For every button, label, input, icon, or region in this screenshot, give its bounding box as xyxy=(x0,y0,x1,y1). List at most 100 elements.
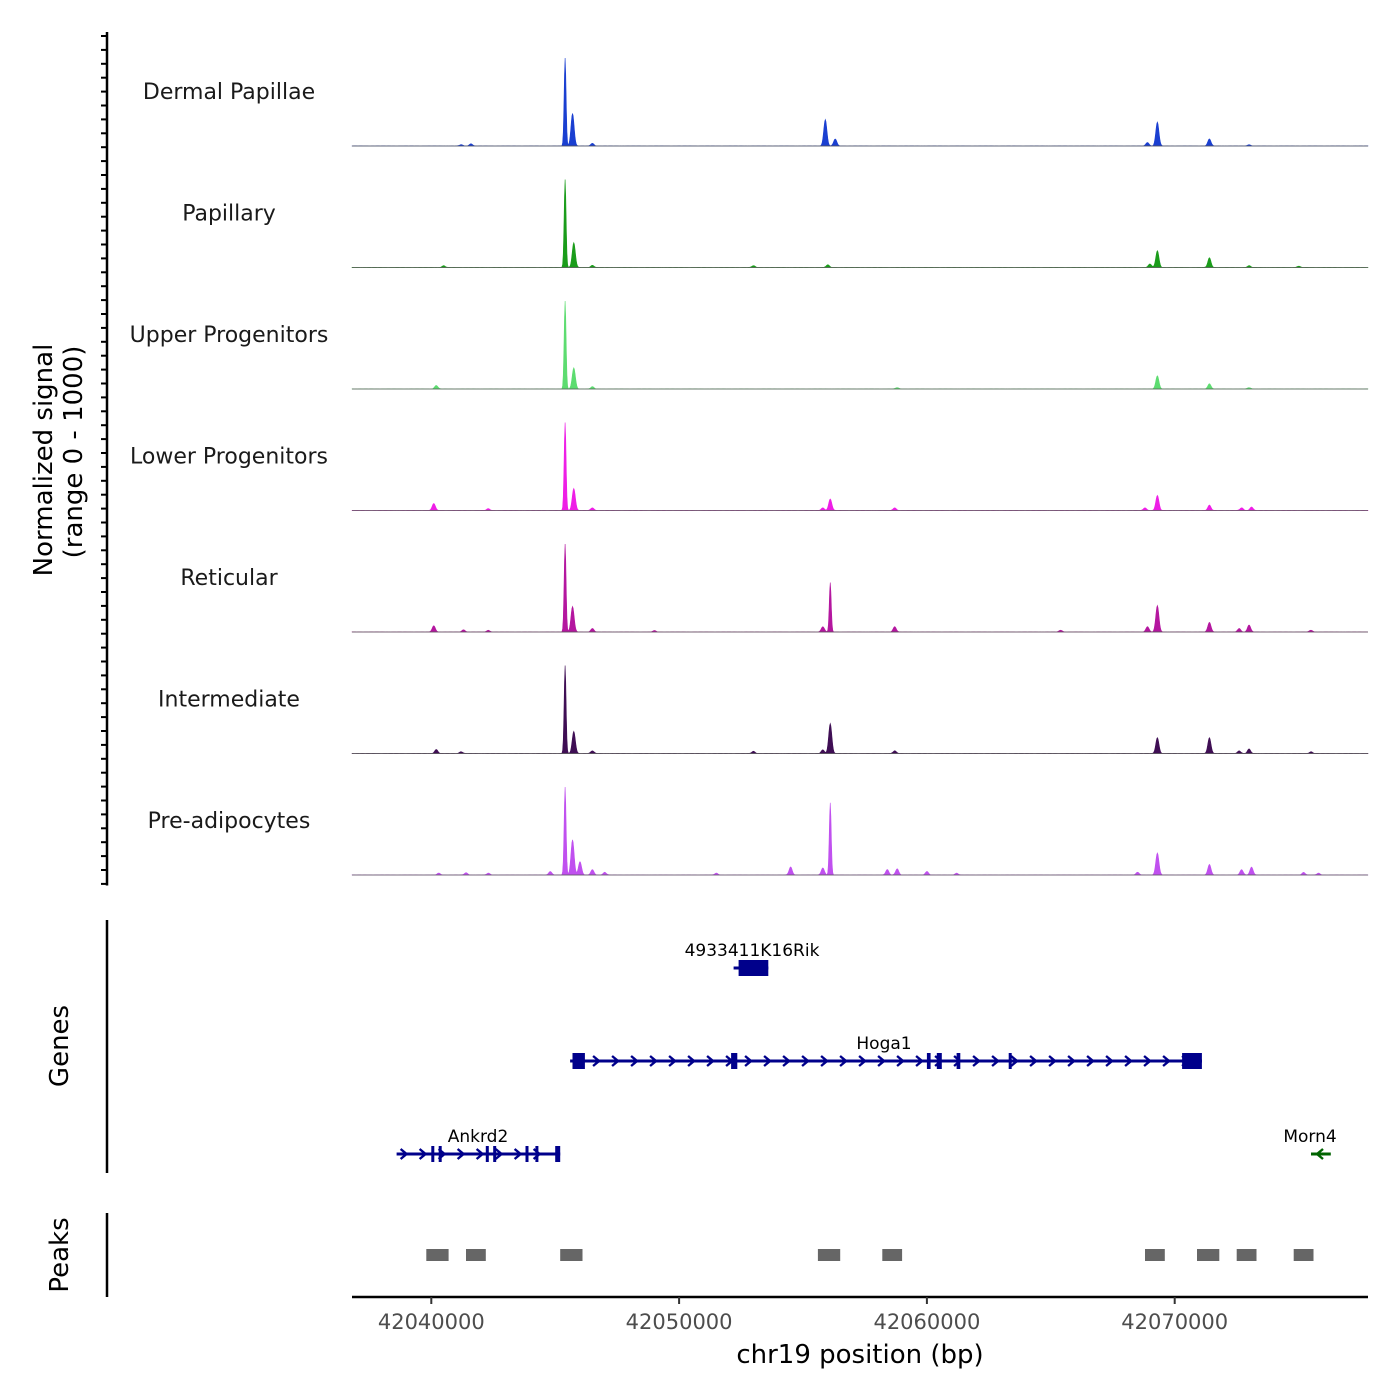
track-upper-progenitors: Upper Progenitors xyxy=(130,300,1369,390)
track-label: Papillary xyxy=(182,202,276,227)
gene-strand-chevron xyxy=(1124,1055,1133,1067)
peak-region xyxy=(817,1249,841,1261)
gene-exon xyxy=(525,1146,529,1162)
genes-y-label: Genes xyxy=(45,1005,75,1087)
gene-strand-chevron xyxy=(1162,1055,1171,1067)
x-axis-ticks: 42040000 42050000 42060000 42070000 xyxy=(378,1297,1228,1334)
gene-strand-chevron xyxy=(782,1055,791,1067)
track-papillary: Papillary xyxy=(182,179,1369,268)
peak-region xyxy=(1145,1249,1165,1261)
x-tick-label: 42050000 xyxy=(626,1310,733,1334)
peak-regions xyxy=(426,1249,1314,1261)
signal-tracks: Dermal Papillae Papillary Upper Progenitor… xyxy=(130,57,1369,876)
gene-exon xyxy=(431,1146,435,1162)
gene-hoga1: Hoga1 xyxy=(570,1034,1202,1069)
gene-strand-chevron xyxy=(763,1055,772,1067)
track-lower-progenitors: Lower Progenitors xyxy=(130,422,1369,511)
track-label: Dermal Papillae xyxy=(143,80,315,105)
gene-exon xyxy=(956,1053,961,1069)
gene-strand-chevron xyxy=(399,1148,409,1160)
gene-strand-chevron xyxy=(820,1055,829,1067)
gene-exon xyxy=(926,1053,931,1069)
gene-strand-chevron xyxy=(991,1055,1000,1067)
peak-region xyxy=(560,1249,583,1261)
gene-exon xyxy=(485,1146,489,1162)
gene-label: 4933411K16Rik xyxy=(685,941,820,961)
track-label: Pre-adipocytes xyxy=(148,809,311,834)
gene-strand-chevron xyxy=(858,1055,867,1067)
track-intermediate: Intermediate xyxy=(158,665,1369,754)
gene-strand-chevron xyxy=(1010,1055,1019,1067)
gene-strand-chevron xyxy=(630,1055,639,1067)
gene-annotations: 4933411K16Rik Hoga1 Ankrd2 Morn4 xyxy=(396,941,1337,1162)
gene-strand-chevron xyxy=(668,1055,677,1067)
x-tick-label: 42060000 xyxy=(873,1310,980,1334)
gene-strand-chevron xyxy=(972,1055,981,1067)
track-signal-area xyxy=(351,543,1369,633)
gene-strand-chevron xyxy=(839,1055,848,1067)
signal-y-axis xyxy=(101,32,109,886)
gene-strand-chevron xyxy=(494,1148,504,1160)
gene-label: Hoga1 xyxy=(856,1034,911,1054)
gene-ankrd2: Ankrd2 xyxy=(396,1127,561,1162)
track-signal-area xyxy=(351,665,1369,754)
gene-strand-chevron xyxy=(611,1055,620,1067)
track-pre-adipocytes: Pre-adipocytes xyxy=(148,786,1369,876)
x-tick-label: 42040000 xyxy=(378,1310,485,1334)
gene-label: Ankrd2 xyxy=(448,1127,509,1147)
peak-region xyxy=(466,1249,486,1261)
gene-label: Morn4 xyxy=(1283,1127,1336,1147)
peak-region xyxy=(1236,1249,1257,1261)
track-dermal-papillae: Dermal Papillae xyxy=(143,57,1369,147)
track-signal-area xyxy=(351,422,1369,511)
track-label: Upper Progenitors xyxy=(130,323,329,348)
gene-strand-chevron xyxy=(1029,1055,1038,1067)
gene-exon xyxy=(572,1053,585,1069)
gene-strand-chevron xyxy=(744,1055,753,1067)
peaks-y-label: Peaks xyxy=(45,1217,75,1292)
gene-strand-chevron xyxy=(456,1148,466,1160)
gene-exon xyxy=(555,1146,561,1162)
gene-morn4: Morn4 xyxy=(1283,1127,1337,1160)
gene-strand-chevron xyxy=(687,1055,696,1067)
gene-exon xyxy=(493,1146,497,1162)
signal-y-label-line2: (range 0 - 1000) xyxy=(59,346,89,559)
signal-y-label-line1: Normalized signal xyxy=(29,344,59,577)
track-reticular: Reticular xyxy=(180,543,1369,633)
track-signal-area xyxy=(351,300,1369,390)
gene-strand-chevron xyxy=(1048,1055,1057,1067)
track-label: Intermediate xyxy=(158,688,300,713)
x-axis-label: chr19 position (bp) xyxy=(736,1340,983,1370)
peak-region xyxy=(426,1249,449,1261)
gene-strand-chevron xyxy=(1086,1055,1095,1067)
track-label: Reticular xyxy=(180,566,278,591)
gene-strand-chevron xyxy=(877,1055,886,1067)
x-tick-label: 42070000 xyxy=(1121,1310,1228,1334)
track-label: Lower Progenitors xyxy=(130,445,328,470)
gene-4933411k16rik: 4933411K16Rik xyxy=(685,941,820,976)
gene-strand-chevron xyxy=(896,1055,905,1067)
peak-region xyxy=(1293,1249,1314,1261)
gene-exon xyxy=(936,1053,942,1069)
gene-strand-chevron xyxy=(475,1148,485,1160)
gene-strand-chevron xyxy=(649,1055,658,1067)
gene-strand-chevron xyxy=(592,1055,601,1067)
gene-strand-chevron xyxy=(1315,1148,1324,1160)
gene-strand-chevron xyxy=(1067,1055,1076,1067)
gene-exon xyxy=(1008,1053,1012,1069)
gene-strand-chevron xyxy=(418,1148,428,1160)
track-signal-area xyxy=(351,786,1369,876)
gene-strand-chevron xyxy=(915,1055,924,1067)
peak-region xyxy=(1197,1249,1220,1261)
gene-exon xyxy=(731,1053,738,1069)
gene-exon xyxy=(1182,1053,1202,1069)
gene-strand-chevron xyxy=(706,1055,715,1067)
track-signal-area xyxy=(351,179,1369,268)
gene-exon xyxy=(535,1146,539,1162)
gene-strand-chevron xyxy=(513,1148,523,1160)
gene-strand-chevron xyxy=(1143,1055,1152,1067)
peak-region xyxy=(882,1249,903,1261)
gene-exon xyxy=(738,960,769,976)
gene-strand-chevron xyxy=(801,1055,810,1067)
